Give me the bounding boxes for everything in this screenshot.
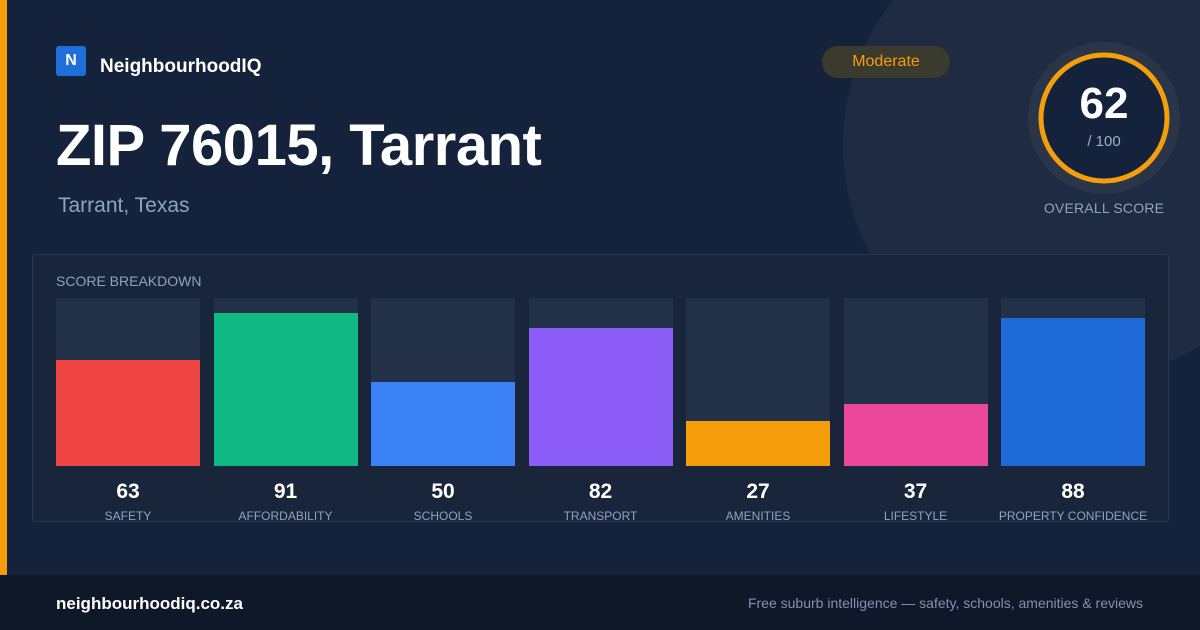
bar-amenities: 27 AMENITIES [686,298,830,523]
bar-value: 50 [431,480,455,503]
bar-label: PROPERTY CONFIDENCE [998,509,1148,523]
brand-logo-icon: N [56,46,86,76]
bar-fill [686,421,830,466]
bar-label: AFFORDABILITY [238,509,333,523]
bar-track [1001,298,1145,466]
bar-track [528,298,673,466]
bar-value: 27 [746,480,770,503]
brand-name: NeighbourhoodIQ [100,56,262,77]
bar-value: 91 [273,480,298,503]
bar-track [843,298,988,466]
bar-label: SAFETY [104,509,152,523]
bar-label: AMENITIES [725,509,791,523]
bar-transport: 82 TRANSPORT [528,298,673,523]
score-ring-graphic [1038,52,1170,184]
footer-tagline: Free suburb intelligence — safety, schoo… [747,595,1143,611]
bar-label: SCHOOLS [413,509,473,523]
bar-safety: 63 SAFETY [56,298,200,523]
bar-label: TRANSPORT [563,509,638,523]
accent-strip [0,0,7,575]
overall-score-max: / 100 [1087,133,1121,150]
status-badge: Moderate [822,46,950,78]
breakdown-title: SCORE BREAKDOWN [56,273,202,289]
bar-property-confidence: 88 PROPERTY CONFIDENCE [999,298,1147,523]
overall-score-ring: 62 / 100 [1028,42,1180,194]
page-title: ZIP 76015, Tarrant [56,113,542,178]
bar-track [213,298,358,466]
bar-track [686,298,830,466]
overall-score-value: 62 [1079,79,1129,128]
bar-label: LIFESTYLE [883,509,948,523]
footer-domain: neighbourhoodiq.co.za [56,594,243,613]
bar-track [56,298,200,466]
share-card: N NeighbourhoodIQ ZIP 76015, Tarrant Tar… [0,0,1180,575]
bar-fill [843,404,988,466]
score-breakdown-panel: SCORE BREAKDOWN 63 SAFETY 91 AFFORDABILITY 5… [32,254,1169,523]
bar-fill [528,328,673,466]
bar-value: 37 [903,480,928,503]
brand: N NeighbourhoodIQ [56,46,262,77]
bar-fill [1001,318,1145,466]
bar-fill [371,382,515,466]
overall-score-label: OVERALL SCORE [1043,200,1165,216]
bar-affordability: 91 AFFORDABILITY [213,298,358,523]
bar-fill [213,313,358,466]
bar-value: 82 [588,480,613,503]
bar-track [371,298,515,466]
bar-value: 63 [116,480,140,503]
bar-value: 88 [1061,480,1085,503]
location-subtitle: Tarrant, Texas [58,194,190,217]
bar-fill [56,360,200,466]
bar-schools: 50 SCHOOLS [371,298,515,523]
bar-lifestyle: 37 LIFESTYLE [843,298,988,523]
footer: neighbourhoodiq.co.za Free suburb intell… [0,575,1200,630]
